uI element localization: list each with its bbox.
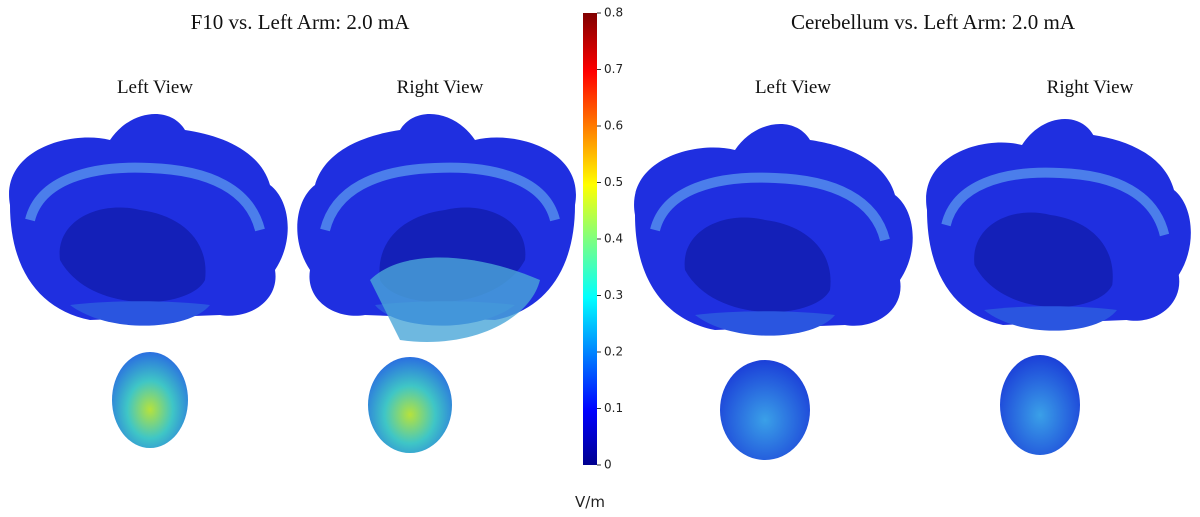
tick-label: 0.5 bbox=[604, 175, 623, 189]
colorbar-axis: 0 0.1 0.2 0.3 0.4 0.5 0.6 0.7 0.8 bbox=[597, 6, 623, 472]
tick-label: 0.2 bbox=[604, 345, 623, 359]
panel-title: Cerebellum vs. Left Arm: 2.0 mA bbox=[791, 10, 1076, 34]
tick-label: 0 bbox=[604, 458, 612, 472]
colorbar-unit: V/m bbox=[575, 493, 605, 511]
view-label: Right View bbox=[1047, 77, 1134, 98]
view-label: Left View bbox=[755, 77, 831, 98]
tick-label: 0.4 bbox=[604, 232, 623, 246]
brain-render bbox=[634, 124, 913, 460]
colorbar bbox=[583, 13, 597, 465]
tick-label: 0.6 bbox=[604, 119, 623, 133]
tick-label: 0.7 bbox=[604, 62, 623, 76]
view-label: Right View bbox=[397, 77, 484, 98]
tick-label: 0.1 bbox=[604, 401, 623, 415]
brain-render bbox=[297, 114, 576, 453]
view-label: Left View bbox=[117, 77, 193, 98]
brain-render bbox=[9, 114, 288, 448]
panel-title: F10 vs. Left Arm: 2.0 mA bbox=[191, 10, 411, 34]
brain-render bbox=[926, 119, 1191, 455]
tick-label: 0.8 bbox=[604, 6, 623, 20]
tick-label: 0.3 bbox=[604, 288, 623, 302]
